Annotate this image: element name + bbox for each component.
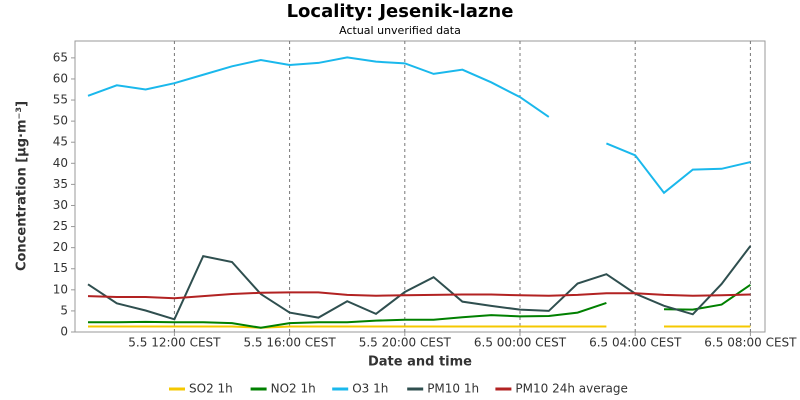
y-tick-label: 25 <box>53 219 68 233</box>
y-tick-label: 50 <box>53 114 68 128</box>
y-tick-label: 60 <box>53 71 68 85</box>
y-tick-label: 5 <box>60 303 68 317</box>
y-tick-label: 65 <box>53 50 68 64</box>
x-tick-label: 6.5 08:00 CEST <box>704 336 797 350</box>
y-tick-label: 40 <box>53 156 68 170</box>
chart-title: Locality: Jesenik-lazne <box>287 1 514 22</box>
y-tick-label: 30 <box>53 198 68 212</box>
x-axis-label: Date and time <box>368 355 472 370</box>
x-tick-label: 6.5 00:00 CEST <box>474 336 567 350</box>
series-line <box>663 283 751 311</box>
y-tick-label: 35 <box>53 177 68 191</box>
legend-label: PM10 24h average <box>515 382 628 396</box>
series-line <box>88 301 607 329</box>
series-line <box>606 142 751 195</box>
series-line <box>87 245 752 321</box>
y-axis-label: Concentration [µg·m⁻³] <box>15 101 30 271</box>
chart-subtitle: Actual unverified data <box>339 24 461 37</box>
x-tick-label: 6.5 04:00 CEST <box>589 336 682 350</box>
plot-frame <box>74 40 766 333</box>
series-line <box>87 291 751 300</box>
y-tick-label: 20 <box>53 240 68 254</box>
y-tick-label: 55 <box>53 93 68 107</box>
x-tick-label: 5.5 20:00 CEST <box>359 336 452 350</box>
legend-label: O3 1h <box>352 382 388 396</box>
series-line <box>88 325 607 329</box>
legend-label: SO2 1h <box>189 382 233 396</box>
legend-label: NO2 1h <box>271 382 316 396</box>
y-tick-label: 10 <box>53 282 68 296</box>
y-tick-label: 15 <box>53 261 68 275</box>
y-tick-label: 45 <box>53 135 68 149</box>
y-tick-label: 0 <box>60 325 68 339</box>
legend-label: PM10 1h <box>427 382 479 396</box>
x-tick-label: 5.5 12:00 CEST <box>128 336 221 350</box>
series-line <box>87 56 550 118</box>
x-tick-label: 5.5 16:00 CEST <box>243 336 336 350</box>
